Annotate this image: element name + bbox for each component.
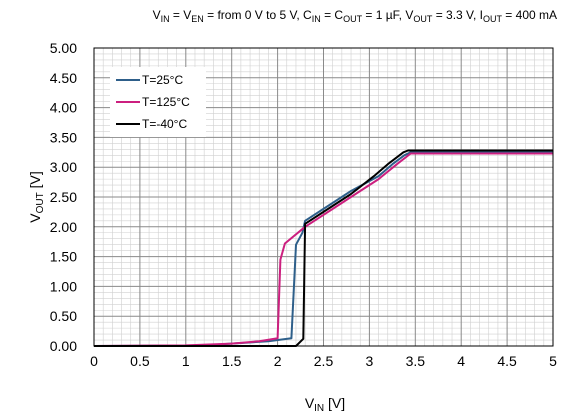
y-tick-label: 5.00 <box>50 40 77 56</box>
x-tick-label: 2 <box>274 353 282 369</box>
y-tick-label: 1.50 <box>50 249 77 265</box>
series-layer <box>93 149 553 347</box>
series-line <box>93 152 553 347</box>
x-axis-label: VIN [V] <box>305 395 345 414</box>
y-tick-label: 1.00 <box>50 278 77 294</box>
x-tick-label: 1.5 <box>222 353 242 369</box>
y-tick-label: 0.50 <box>50 308 77 324</box>
y-tick-label: 4.00 <box>50 100 77 116</box>
x-tick-label: 0.5 <box>130 353 150 369</box>
x-tick-label: 5 <box>549 353 557 369</box>
y-tick-label: 4.50 <box>50 70 77 86</box>
y-tick-label: 3.50 <box>50 129 77 145</box>
x-tick-label: 3.5 <box>406 353 426 369</box>
x-tick-label: 3 <box>366 353 374 369</box>
series-line <box>94 149 553 347</box>
x-tick-label: 4 <box>457 353 465 369</box>
y-tick-label: 0.00 <box>50 338 77 354</box>
x-tick-label: 1 <box>182 353 190 369</box>
legend-label: T=-40°C <box>142 117 187 131</box>
x-tick-labels: 0 0.5 1 1.5 2 2.5 3 3.5 4 4.5 5 <box>90 353 557 369</box>
x-tick-label: 2.5 <box>314 353 334 369</box>
y-tick-label: 2.50 <box>50 189 77 205</box>
legend-label: T=125°C <box>142 95 190 109</box>
y-axis-label: VOUT [V] <box>27 171 46 222</box>
legend: T=25°C T=125°C T=-40°C <box>110 67 206 137</box>
chart-title: VIN = VEN = from 0 V to 5 V, CIN = COUT … <box>153 8 557 24</box>
x-tick-label: 4.5 <box>497 353 517 369</box>
y-tick-labels: 0.00 0.50 1.00 1.50 2.00 2.50 3.00 3.50 4.00 4.50… <box>50 40 77 354</box>
y-tick-label: 2.00 <box>50 219 77 235</box>
y-tick-label: 3.00 <box>50 159 77 175</box>
legend-label: T=25°C <box>142 73 183 87</box>
plot-area-frame <box>93 47 554 347</box>
x-tick-label: 0 <box>90 353 98 369</box>
